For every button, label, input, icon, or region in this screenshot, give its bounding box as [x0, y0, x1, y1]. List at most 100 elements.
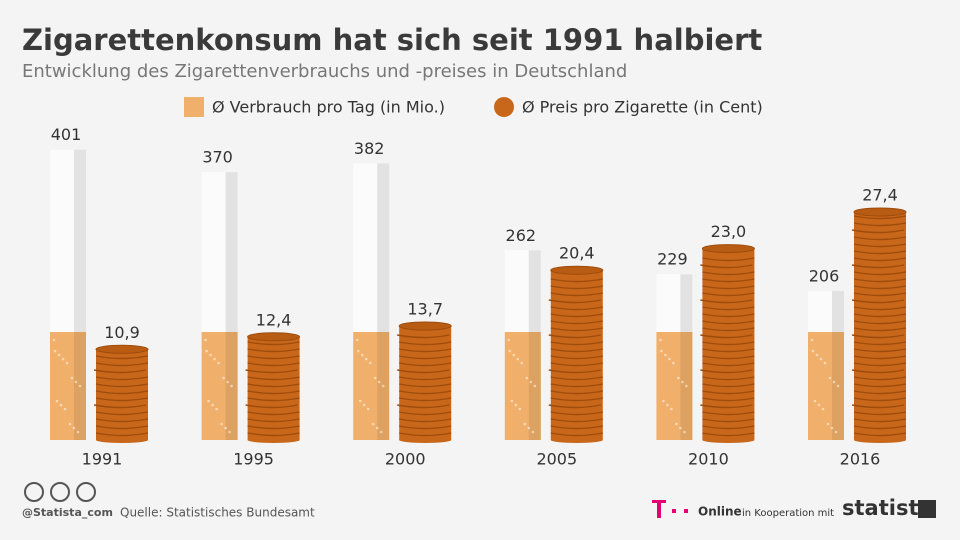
coin-edge [853, 243, 907, 248]
filter-speck [817, 403, 821, 407]
filter-speck [217, 361, 220, 365]
coin-edge [702, 341, 755, 346]
filter-speck [211, 403, 214, 407]
coin-edge [702, 292, 755, 297]
value-label: 382 [354, 139, 385, 158]
filter-speck [826, 422, 830, 426]
coin-bottom [96, 437, 148, 443]
filter-speck [68, 422, 72, 426]
coin-bottom [399, 437, 452, 443]
coin-edge [247, 390, 300, 395]
coin-edge [95, 362, 149, 367]
license-icons [24, 482, 96, 502]
filter-speck [510, 399, 514, 403]
coin-edge [853, 355, 907, 360]
filter-speck [362, 403, 366, 407]
coin-edge [702, 278, 755, 283]
filter-speck [525, 376, 529, 380]
cigarette [201, 172, 238, 440]
coin-edge [853, 292, 907, 297]
coin-edge [702, 411, 755, 416]
coin-edge [702, 306, 755, 311]
coin-edge [548, 299, 601, 304]
coin-edge [550, 313, 603, 318]
coin-edge [853, 236, 907, 241]
filter-speck [220, 422, 223, 426]
filter-speck [681, 380, 684, 384]
coin-edge [851, 229, 905, 234]
coin-edge [851, 369, 905, 374]
value-label: 262 [506, 226, 537, 245]
coin-edge [247, 397, 300, 402]
coin-edge [853, 285, 907, 290]
coin-edge [93, 369, 147, 374]
coin-edge [702, 383, 755, 388]
coin-edge [853, 257, 907, 262]
coin-column [550, 270, 603, 440]
filter-speck [70, 376, 74, 380]
filter-speck [666, 403, 669, 407]
coin-stack [397, 321, 452, 443]
coin-edge [245, 369, 298, 374]
coin-stack [851, 207, 907, 443]
filter-speck [360, 353, 364, 357]
coin-edge [399, 348, 452, 353]
cigarette [50, 149, 86, 440]
coin-edge [399, 341, 452, 346]
x-tick-label: 2005 [536, 450, 577, 469]
coin-edge [550, 411, 603, 416]
coin-edge [550, 320, 603, 325]
coin-edge [702, 257, 755, 262]
coin-edge [399, 432, 452, 437]
filter-speck [61, 357, 65, 361]
filter-speck [529, 380, 533, 384]
value-label: 20,4 [559, 244, 595, 263]
coin-edge [700, 334, 753, 339]
coin-edge [397, 404, 450, 409]
value-label: 370 [202, 148, 233, 167]
filter-speck [65, 361, 69, 365]
coin-top [701, 244, 755, 254]
coin-bottom [854, 437, 906, 443]
coin-edge [247, 355, 300, 360]
filter-speck [507, 338, 511, 342]
filter-speck [215, 407, 218, 411]
filter-speck [228, 430, 231, 434]
coin-edge [95, 425, 149, 430]
x-tick-label: 2016 [840, 450, 881, 469]
coin-edge [550, 376, 603, 381]
value-label: 27,4 [862, 185, 898, 204]
filter-speck [213, 357, 216, 361]
coin-edge [702, 327, 755, 332]
coin-edge [853, 222, 907, 227]
filter-speck [685, 384, 688, 388]
coin-top [550, 265, 604, 275]
filter-speck [222, 376, 225, 380]
coin-edge [550, 362, 603, 367]
coin-edge [247, 348, 300, 353]
coin-edge [853, 313, 907, 318]
source: Quelle: Statistisches Bundesamt [120, 506, 315, 520]
brand: statista [842, 496, 933, 520]
coin-edge [853, 320, 907, 325]
cigarette [656, 274, 693, 440]
coin-edge [399, 418, 452, 423]
coin-edge [548, 404, 601, 409]
handle: @Statista_com [22, 506, 113, 519]
filter-speck [516, 357, 520, 361]
coin-edge [700, 264, 753, 269]
filter-speck [830, 426, 834, 430]
filter-speck [520, 361, 524, 365]
coin-edge [550, 390, 603, 395]
coin-edge [851, 299, 905, 304]
filter-speck [670, 407, 673, 411]
coin-edge [702, 362, 755, 367]
coin-edge [397, 369, 450, 374]
coin-edge [702, 397, 755, 402]
filter-speck [675, 422, 678, 426]
coin-edge [247, 432, 300, 437]
x-tick-label: 2000 [385, 450, 426, 469]
coin-edge [853, 348, 907, 353]
filter-speck [379, 430, 383, 434]
